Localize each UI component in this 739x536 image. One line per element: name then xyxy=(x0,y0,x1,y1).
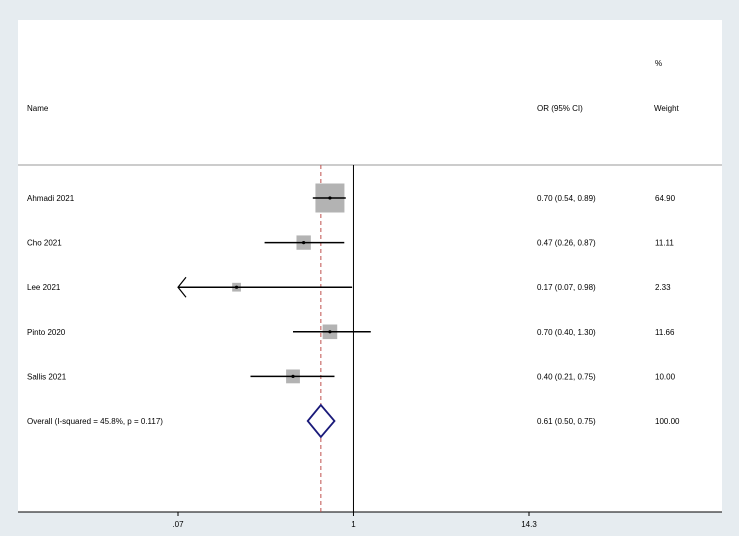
overall-row: Overall (I-squared = 45.8%, p = 0.117) 0.… xyxy=(27,403,680,439)
header-weight-percent: % xyxy=(655,59,662,68)
study-or-ci: 0.40 (0.21, 0.75) xyxy=(537,372,596,381)
study-or-ci: 0.70 (0.40, 1.30) xyxy=(537,328,596,337)
study-weight: 64.90 xyxy=(655,194,676,203)
point-estimate xyxy=(234,285,239,289)
study-name: Ahmadi 2021 xyxy=(27,194,75,203)
study-or-ci: 0.70 (0.54, 0.89) xyxy=(537,194,596,203)
study-name: Cho 2021 xyxy=(27,239,62,248)
study-row: Cho 2021 0.47 (0.26, 0.87) 11.11 xyxy=(27,235,674,250)
header-effect: OR (95% CI) xyxy=(537,104,583,113)
overall-weight: 100.00 xyxy=(655,417,680,426)
study-weight: 11.11 xyxy=(655,239,674,248)
study-or-ci: 0.47 (0.26, 0.87) xyxy=(537,239,596,248)
header-name: Name xyxy=(27,104,49,113)
x-tick-label: 1 xyxy=(351,520,356,529)
x-tick-label: .07 xyxy=(172,520,184,529)
x-tick-label: 14.3 xyxy=(521,520,537,529)
study-weight: 11.66 xyxy=(655,328,675,337)
study-rows: Ahmadi 2021 0.70 (0.54, 0.89) 64.90 Cho 202… xyxy=(27,183,676,384)
study-weight: 2.33 xyxy=(655,283,671,292)
overall-diamond xyxy=(306,403,336,439)
point-estimate xyxy=(291,374,295,378)
study-or-ci: 0.17 (0.07, 0.98) xyxy=(537,283,596,292)
study-weight: 10.00 xyxy=(655,372,676,381)
ci-truncation-arrow xyxy=(177,276,187,298)
x-axis-ticks: .07 1 14.3 xyxy=(172,512,537,529)
study-row: Ahmadi 2021 0.70 (0.54, 0.89) 64.90 xyxy=(27,183,676,213)
plot-area xyxy=(18,20,722,512)
point-estimate xyxy=(302,241,306,245)
header-weight: Weight xyxy=(654,104,680,113)
overall-label: Overall (I-squared = 45.8%, p = 0.117) xyxy=(27,417,163,426)
study-row: Sallis 2021 0.40 (0.21, 0.75) 10.00 xyxy=(27,369,676,384)
study-name: Pinto 2020 xyxy=(27,328,66,337)
study-row: Pinto 2020 0.70 (0.40, 1.30) 11.66 xyxy=(27,324,675,340)
study-row: Lee 2021 0.17 (0.07, 0.98) 2.33 xyxy=(27,276,671,298)
study-name: Sallis 2021 xyxy=(27,372,67,381)
point-estimate xyxy=(328,330,332,334)
point-estimate xyxy=(328,196,332,200)
study-name: Lee 2021 xyxy=(27,283,61,292)
overall-or-ci: 0.61 (0.50, 0.75) xyxy=(537,417,596,426)
